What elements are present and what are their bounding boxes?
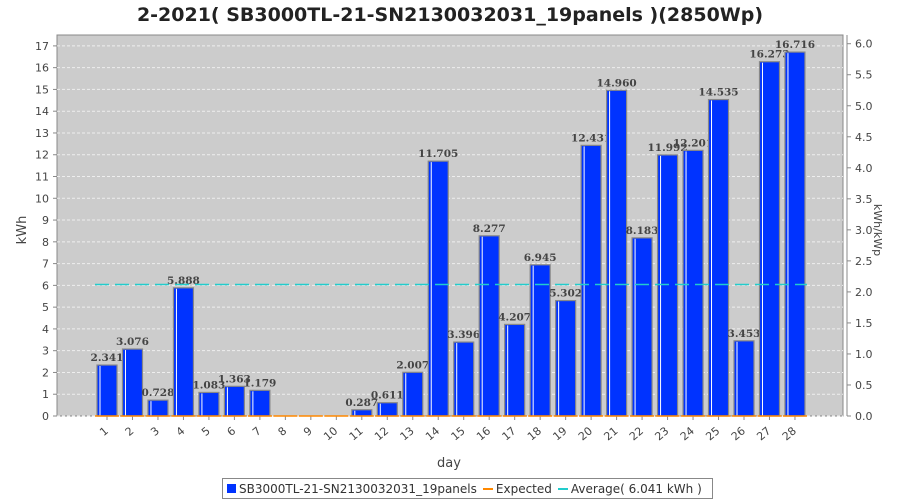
x-tick-label: 8 bbox=[276, 424, 290, 438]
y-tick-label: 4 bbox=[42, 323, 49, 336]
legend-label: Expected bbox=[495, 481, 552, 496]
x-tick-label: 23 bbox=[652, 424, 671, 443]
legend-label: Average( 6.041 kWh ) bbox=[570, 481, 702, 496]
x-axis-label: day bbox=[437, 456, 461, 471]
x-tick-label: 25 bbox=[703, 424, 722, 443]
data-label: 5.302 bbox=[549, 288, 582, 300]
data-label: 14.535 bbox=[698, 87, 738, 99]
y-tick-label: 11 bbox=[35, 171, 49, 184]
x-tick-label: 24 bbox=[678, 424, 697, 443]
data-label: 0.611 bbox=[371, 390, 404, 402]
y2-tick-label: 4.0 bbox=[855, 162, 873, 175]
x-tick-label: 5 bbox=[199, 424, 213, 438]
y-tick-label: 10 bbox=[35, 192, 49, 205]
data-label: 16.273 bbox=[749, 49, 789, 61]
x-tick-label: 18 bbox=[525, 424, 544, 443]
legend-item-production: SB3000TL-21-SN2130032031_19panels bbox=[227, 482, 477, 496]
data-label: 4.207 bbox=[498, 311, 531, 323]
x-tick-label: 21 bbox=[601, 424, 620, 443]
data-label: 3.396 bbox=[447, 329, 480, 341]
y-tick-label: 17 bbox=[35, 40, 49, 53]
legend-swatch-bar bbox=[227, 484, 236, 493]
legend: SB3000TL-21-SN2130032031_19panels Expect… bbox=[222, 478, 713, 499]
y-tick-label: 3 bbox=[42, 345, 49, 358]
y-tick-label: 9 bbox=[42, 214, 49, 227]
x-tick-label: 14 bbox=[423, 424, 442, 443]
y-tick-label: 14 bbox=[35, 105, 49, 118]
y-tick-label: 16 bbox=[35, 62, 49, 75]
data-label: 16.716 bbox=[775, 39, 815, 51]
data-label: 0.728 bbox=[142, 387, 175, 399]
data-label: 14.960 bbox=[597, 77, 637, 89]
y2-axis-label: kWh/kWp bbox=[871, 204, 884, 256]
data-label: 2.007 bbox=[396, 359, 429, 371]
legend-swatch-average bbox=[557, 487, 568, 490]
y-axis-label: kWh bbox=[15, 216, 30, 245]
y2-tick-label: 4.5 bbox=[855, 131, 873, 144]
x-tick-label: 9 bbox=[301, 424, 315, 438]
x-tick-label: 4 bbox=[174, 424, 188, 438]
y-tick-label: 8 bbox=[42, 236, 49, 249]
y-tick-label: 13 bbox=[35, 127, 49, 140]
data-label: 3.453 bbox=[728, 328, 761, 340]
y-tick-label: 5 bbox=[42, 301, 49, 314]
data-label: 1.083 bbox=[192, 379, 225, 391]
y-tick-label: 2 bbox=[42, 366, 49, 379]
y-tick-label: 15 bbox=[35, 83, 49, 96]
data-label: 0.287 bbox=[345, 397, 378, 409]
y2-tick-label: 0.0 bbox=[855, 410, 873, 423]
x-tick-label: 6 bbox=[225, 424, 239, 438]
x-tick-label: 3 bbox=[148, 424, 162, 438]
y-tick-label: 1 bbox=[42, 388, 49, 401]
data-label: 11.705 bbox=[418, 148, 458, 160]
data-label: 12.431 bbox=[571, 132, 611, 144]
data-label: 1.363 bbox=[218, 373, 251, 385]
x-tick-label: 28 bbox=[780, 424, 799, 443]
y-tick-label: 0 bbox=[42, 410, 49, 423]
x-tick-label: 19 bbox=[550, 424, 569, 443]
y2-tick-label: 3.0 bbox=[855, 224, 873, 237]
x-tick-label: 22 bbox=[627, 424, 646, 443]
x-tick-label: 26 bbox=[729, 424, 748, 443]
y2-tick-label: 1.0 bbox=[855, 348, 873, 361]
x-tick-label: 7 bbox=[250, 424, 264, 438]
x-tick-label: 2 bbox=[123, 424, 137, 438]
x-tick-label: 1 bbox=[97, 424, 111, 438]
data-label: 8.183 bbox=[626, 225, 659, 237]
x-tick-label: 11 bbox=[347, 424, 366, 443]
x-tick-label: 12 bbox=[372, 424, 391, 443]
data-label: 2.341 bbox=[91, 352, 124, 364]
legend-label: SB3000TL-21-SN2130032031_19panels bbox=[239, 481, 477, 496]
data-label: 8.277 bbox=[473, 223, 506, 235]
y-tick-label: 7 bbox=[42, 258, 49, 271]
x-tick-label: 17 bbox=[500, 424, 519, 443]
data-label: 12.201 bbox=[673, 137, 713, 149]
data-label: 11.992 bbox=[647, 142, 687, 154]
y2-tick-label: 2.0 bbox=[855, 286, 873, 299]
x-tick-label: 15 bbox=[449, 424, 468, 443]
y-tick-label: 6 bbox=[42, 279, 49, 292]
data-label: 1.179 bbox=[243, 377, 276, 389]
y-tick-label: 12 bbox=[35, 149, 49, 162]
legend-item-average: Average( 6.041 kWh ) bbox=[557, 481, 702, 496]
y2-tick-label: 5.5 bbox=[855, 69, 873, 82]
y2-tick-label: 0.5 bbox=[855, 379, 873, 392]
y2-tick-label: 2.5 bbox=[855, 255, 873, 268]
y2-tick-label: 1.5 bbox=[855, 317, 873, 330]
x-tick-label: 13 bbox=[398, 424, 417, 443]
y2-tick-label: 5.0 bbox=[855, 100, 873, 113]
x-tick-label: 27 bbox=[754, 424, 773, 443]
y2-tick-label: 3.5 bbox=[855, 193, 873, 206]
legend-swatch-expected bbox=[482, 487, 493, 490]
data-label: 6.945 bbox=[524, 252, 557, 264]
x-tick-label: 10 bbox=[321, 424, 340, 443]
y2-tick-label: 6.0 bbox=[855, 38, 873, 51]
legend-item-expected: Expected bbox=[482, 481, 552, 496]
x-tick-label: 16 bbox=[474, 424, 493, 443]
chart-title: 2-2021( SB3000TL-21-SN2130032031_19panel… bbox=[136, 4, 764, 26]
x-tick-label: 20 bbox=[576, 424, 595, 443]
data-label: 3.076 bbox=[116, 336, 149, 348]
